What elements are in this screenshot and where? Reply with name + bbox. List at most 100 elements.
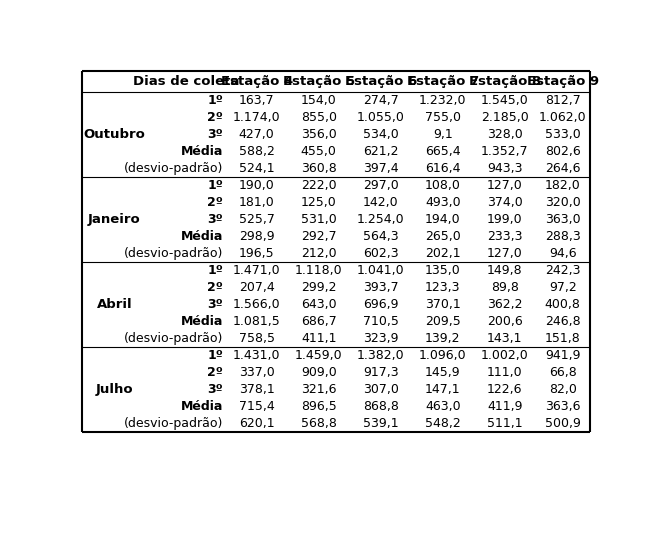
Text: 288,3: 288,3 <box>545 230 580 243</box>
Text: 66,8: 66,8 <box>549 366 576 379</box>
Text: 1.471,0: 1.471,0 <box>233 264 280 277</box>
Text: Média: Média <box>181 230 223 243</box>
Text: 123,3: 123,3 <box>425 281 460 294</box>
Text: 665,4: 665,4 <box>425 144 460 158</box>
Text: 397,4: 397,4 <box>363 162 399 175</box>
Text: 2º: 2º <box>207 196 223 209</box>
Text: 896,5: 896,5 <box>301 400 337 413</box>
Text: 588,2: 588,2 <box>239 144 274 158</box>
Text: 758,5: 758,5 <box>238 332 274 345</box>
Text: 2º: 2º <box>207 366 223 379</box>
Text: 328,0: 328,0 <box>487 128 523 141</box>
Text: 427,0: 427,0 <box>239 128 274 141</box>
Text: 299,2: 299,2 <box>301 281 337 294</box>
Text: Estação 9: Estação 9 <box>527 75 599 88</box>
Text: 89,8: 89,8 <box>491 281 519 294</box>
Text: 909,0: 909,0 <box>301 366 337 379</box>
Text: 182,0: 182,0 <box>545 179 580 192</box>
Text: 616,4: 616,4 <box>425 162 460 175</box>
Text: 1.174,0: 1.174,0 <box>233 110 280 123</box>
Text: 363,6: 363,6 <box>545 400 580 413</box>
Text: 1.382,0: 1.382,0 <box>357 349 405 362</box>
Text: 356,0: 356,0 <box>301 128 337 141</box>
Text: 190,0: 190,0 <box>239 179 274 192</box>
Text: 1.431,0: 1.431,0 <box>233 349 280 362</box>
Text: 493,0: 493,0 <box>425 196 460 209</box>
Text: 855,0: 855,0 <box>301 110 337 123</box>
Text: 222,0: 222,0 <box>301 179 337 192</box>
Text: 142,0: 142,0 <box>363 196 399 209</box>
Text: 143,1: 143,1 <box>487 332 523 345</box>
Text: 1.081,5: 1.081,5 <box>233 315 280 328</box>
Text: 378,1: 378,1 <box>239 383 274 396</box>
Text: 525,7: 525,7 <box>239 213 274 226</box>
Text: 264,6: 264,6 <box>545 162 580 175</box>
Text: 154,0: 154,0 <box>301 94 337 107</box>
Text: 374,0: 374,0 <box>487 196 523 209</box>
Text: 1.002,0: 1.002,0 <box>481 349 529 362</box>
Text: 111,0: 111,0 <box>487 366 523 379</box>
Text: 524,1: 524,1 <box>239 162 274 175</box>
Text: 82,0: 82,0 <box>549 383 576 396</box>
Text: Estação 4: Estação 4 <box>221 75 293 88</box>
Text: 122,6: 122,6 <box>487 383 523 396</box>
Text: 755,0: 755,0 <box>425 110 461 123</box>
Text: 94,6: 94,6 <box>549 247 576 260</box>
Text: 455,0: 455,0 <box>301 144 337 158</box>
Text: 1º: 1º <box>207 179 223 192</box>
Text: 265,0: 265,0 <box>425 230 460 243</box>
Text: 202,1: 202,1 <box>425 247 460 260</box>
Text: (desvio-padrão): (desvio-padrão) <box>124 417 223 430</box>
Text: 3º: 3º <box>208 213 223 226</box>
Text: Média: Média <box>181 315 223 328</box>
Text: 207,4: 207,4 <box>239 281 274 294</box>
Text: Julho: Julho <box>96 383 133 396</box>
Text: Média: Média <box>181 400 223 413</box>
Text: 539,1: 539,1 <box>363 417 399 430</box>
Text: 511,1: 511,1 <box>487 417 523 430</box>
Text: 1.062,0: 1.062,0 <box>539 110 586 123</box>
Text: 943,3: 943,3 <box>487 162 523 175</box>
Text: (desvio-padrão): (desvio-padrão) <box>124 332 223 345</box>
Text: 812,7: 812,7 <box>545 94 580 107</box>
Text: 199,0: 199,0 <box>487 213 523 226</box>
Text: 194,0: 194,0 <box>425 213 460 226</box>
Text: 534,0: 534,0 <box>363 128 399 141</box>
Text: 602,3: 602,3 <box>363 247 399 260</box>
Text: 620,1: 620,1 <box>239 417 274 430</box>
Text: 564,3: 564,3 <box>363 230 399 243</box>
Text: 1.459,0: 1.459,0 <box>295 349 343 362</box>
Text: Outubro: Outubro <box>83 128 145 141</box>
Text: 337,0: 337,0 <box>239 366 274 379</box>
Text: 2.185,0: 2.185,0 <box>481 110 529 123</box>
Text: 246,8: 246,8 <box>545 315 580 328</box>
Text: 242,3: 242,3 <box>545 264 580 277</box>
Text: 643,0: 643,0 <box>301 298 337 311</box>
Text: 196,5: 196,5 <box>239 247 274 260</box>
Text: 715,4: 715,4 <box>239 400 274 413</box>
Text: 1.545,0: 1.545,0 <box>481 94 529 107</box>
Text: 710,5: 710,5 <box>363 315 399 328</box>
Text: 802,6: 802,6 <box>545 144 580 158</box>
Text: 531,0: 531,0 <box>301 213 337 226</box>
Text: 3º: 3º <box>208 383 223 396</box>
Text: 233,3: 233,3 <box>487 230 523 243</box>
Text: 941,9: 941,9 <box>545 349 580 362</box>
Text: 1º: 1º <box>207 264 223 277</box>
Text: 463,0: 463,0 <box>425 400 460 413</box>
Text: 548,2: 548,2 <box>425 417 460 430</box>
Text: 3º: 3º <box>208 298 223 311</box>
Text: 307,0: 307,0 <box>363 383 399 396</box>
Text: Estação 7: Estação 7 <box>407 75 479 88</box>
Text: 2º: 2º <box>207 281 223 294</box>
Text: 1º: 1º <box>207 349 223 362</box>
Text: 297,0: 297,0 <box>363 179 399 192</box>
Text: 3º: 3º <box>208 128 223 141</box>
Text: 151,8: 151,8 <box>545 332 580 345</box>
Text: 696,9: 696,9 <box>363 298 398 311</box>
Text: 2º: 2º <box>207 110 223 123</box>
Text: 370,1: 370,1 <box>425 298 460 311</box>
Text: Dias de coleta: Dias de coleta <box>133 75 240 88</box>
Text: 125,0: 125,0 <box>301 196 337 209</box>
Text: 127,0: 127,0 <box>487 179 523 192</box>
